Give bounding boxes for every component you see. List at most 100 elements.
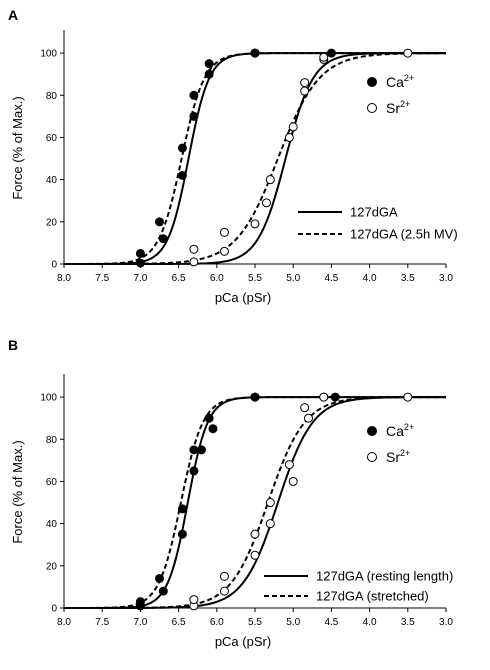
x-tick-label: 6.0 bbox=[210, 617, 224, 628]
x-tick-label: 6.5 bbox=[172, 273, 186, 284]
y-tick-label: 0 bbox=[51, 260, 57, 271]
x-tick-label: 3.5 bbox=[401, 617, 415, 628]
data-point-sr bbox=[284, 132, 294, 142]
y-tick-label: 60 bbox=[46, 133, 58, 144]
data-point-sr bbox=[319, 392, 329, 402]
legend-line-label: 127dGA bbox=[350, 205, 398, 220]
data-point-sr bbox=[219, 227, 229, 237]
data-point-sr bbox=[250, 219, 260, 229]
data-point-ca bbox=[158, 234, 168, 244]
panel-label: B bbox=[8, 337, 18, 353]
x-tick-label: 4.5 bbox=[324, 273, 338, 284]
x-tick-label: 4.0 bbox=[363, 273, 377, 284]
data-point-ca bbox=[155, 573, 164, 583]
legend-line-label: 127dGA (2.5h MV) bbox=[350, 227, 458, 242]
x-tick-label: 4.5 bbox=[324, 617, 338, 628]
x-tick-label: 7.5 bbox=[95, 617, 109, 628]
legend-ion-name: Ca bbox=[386, 423, 404, 439]
data-point-ca bbox=[135, 258, 145, 268]
x-tick-label: 5.0 bbox=[286, 617, 300, 628]
data-point-ca bbox=[204, 413, 214, 423]
data-point-sr bbox=[189, 244, 199, 254]
data-point-ca bbox=[177, 504, 187, 514]
data-point-ca bbox=[177, 170, 187, 180]
data-point-sr bbox=[189, 257, 199, 267]
data-point-sr bbox=[300, 86, 310, 96]
data-point-ca bbox=[204, 69, 214, 79]
y-axis-label: Force (% of Max.) bbox=[10, 440, 25, 543]
data-point-ca bbox=[177, 143, 187, 153]
x-tick-label: 5.5 bbox=[248, 273, 262, 284]
fit-curve-sr-solid bbox=[64, 52, 446, 265]
panel-a: A 8.0 7.5 7.0 6.5 6.0 5.5 5.0 4.5 4.0 3.5 3.0 0 20 40 6… bbox=[8, 7, 458, 305]
panel-label: A bbox=[8, 7, 18, 23]
x-tick-label: 8.0 bbox=[57, 273, 71, 284]
legend-ion-name: Sr bbox=[386, 100, 400, 116]
y-tick-label: 20 bbox=[46, 561, 58, 572]
data-point-sr bbox=[300, 403, 310, 413]
data-point-sr bbox=[189, 595, 199, 605]
x-tick-label: 3.5 bbox=[401, 273, 415, 284]
x-tick-label: 6.5 bbox=[172, 617, 186, 628]
legend-ion-name: Ca bbox=[386, 74, 404, 90]
y-tick-label: 100 bbox=[40, 49, 57, 60]
data-point-sr bbox=[219, 586, 229, 596]
y-tick-label: 20 bbox=[46, 217, 58, 228]
data-point-ca bbox=[189, 90, 199, 100]
data-point-ca bbox=[189, 466, 199, 476]
x-tick-label: 7.0 bbox=[133, 617, 147, 628]
x-tick-label: 7.0 bbox=[133, 273, 147, 284]
data-point-sr bbox=[300, 78, 310, 88]
data-point-ca bbox=[189, 445, 199, 455]
x-tick-label: 4.0 bbox=[363, 617, 377, 628]
data-point-ca bbox=[204, 59, 214, 69]
fit-curve-sr-dashed bbox=[64, 52, 446, 265]
data-point-ca bbox=[135, 597, 145, 607]
y-tick-label: 40 bbox=[46, 519, 58, 530]
data-point-ca bbox=[250, 392, 260, 402]
legend-marker-sr bbox=[367, 452, 377, 462]
y-tick-label: 80 bbox=[46, 91, 58, 102]
legend-line-label: 127dGA (stretched) bbox=[316, 589, 429, 604]
data-point-sr bbox=[219, 246, 229, 256]
data-point-sr bbox=[250, 529, 260, 539]
data-point-ca bbox=[177, 529, 187, 539]
x-tick-label: 3.0 bbox=[439, 617, 453, 628]
legend-ion-label: Ca2+ bbox=[386, 422, 414, 439]
x-axis-label: pCa (pSr) bbox=[215, 634, 271, 649]
legend-ion-label: Ca2+ bbox=[386, 73, 414, 90]
data-point-sr bbox=[265, 519, 275, 529]
legend-ion-charge: 2+ bbox=[400, 448, 410, 458]
legend-ion-label: Sr2+ bbox=[386, 99, 410, 116]
data-point-ca bbox=[189, 111, 199, 121]
data-point-ca bbox=[135, 248, 145, 258]
data-point-sr bbox=[284, 460, 294, 470]
y-tick-label: 80 bbox=[46, 435, 58, 446]
data-point-sr bbox=[403, 392, 413, 402]
data-point-sr bbox=[265, 498, 275, 508]
data-point-sr bbox=[288, 476, 298, 486]
panel-b: B 8.0 7.5 7.0 6.5 6.0 5.5 5.0 4.5 4.0 3.5 3.0 0 20 40 6… bbox=[8, 337, 453, 649]
legend-marker-ca bbox=[367, 77, 377, 87]
data-point-ca bbox=[250, 48, 260, 58]
legend-ion-label: Sr2+ bbox=[386, 448, 410, 465]
x-tick-label: 8.0 bbox=[57, 617, 71, 628]
legend-line-label: 127dGA (resting length) bbox=[316, 569, 453, 584]
data-point-sr bbox=[319, 52, 329, 62]
y-axis-label: Force (% of Max.) bbox=[10, 96, 25, 199]
data-point-sr bbox=[403, 48, 413, 58]
data-point-sr bbox=[265, 175, 275, 185]
data-point-ca bbox=[158, 586, 168, 596]
x-axis-label: pCa (pSr) bbox=[215, 290, 271, 305]
data-point-sr bbox=[303, 413, 313, 423]
y-tick-label: 60 bbox=[46, 477, 58, 488]
data-point-sr bbox=[250, 550, 260, 560]
data-point-sr bbox=[261, 198, 271, 208]
data-point-ca bbox=[208, 424, 218, 434]
legend-ion-charge: 2+ bbox=[404, 422, 414, 432]
legend-ion-charge: 2+ bbox=[400, 99, 410, 109]
y-tick-label: 100 bbox=[40, 393, 57, 404]
x-tick-label: 6.0 bbox=[210, 273, 224, 284]
data-point-sr bbox=[288, 122, 298, 132]
